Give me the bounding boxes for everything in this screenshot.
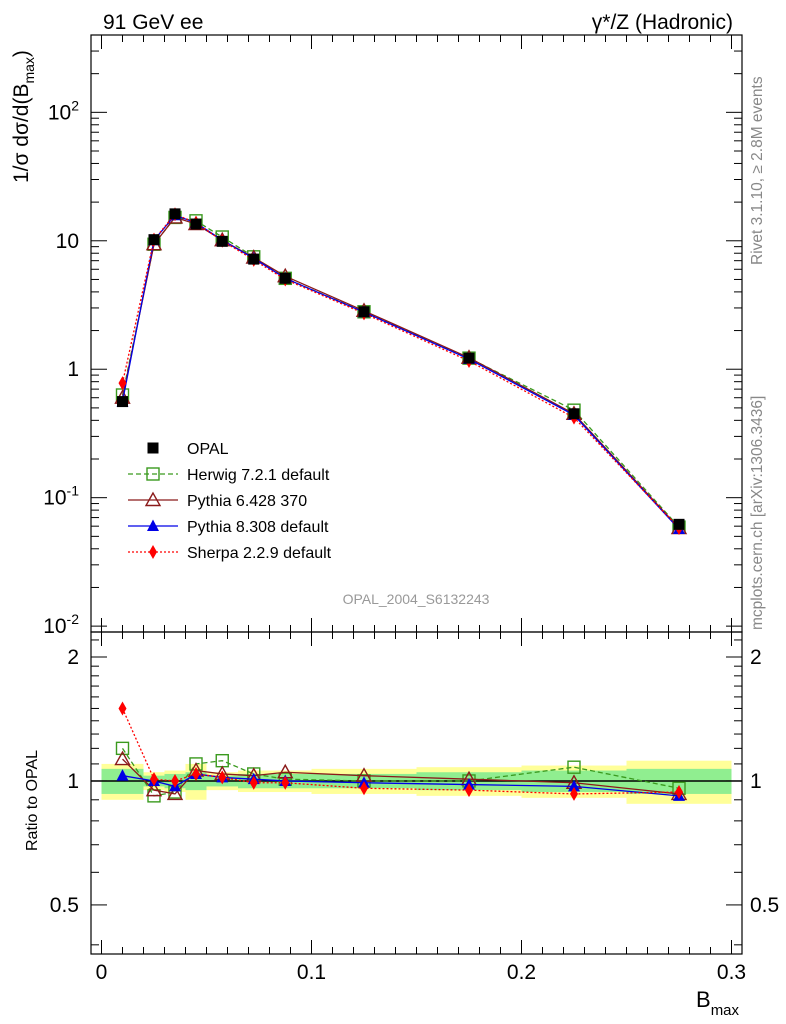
main-plot-series [114, 207, 688, 536]
axes: 0 0.1 0.2 0.3 10-2 10-1 1 10 102 0.5 0.5 1 1 2 2 [43, 34, 779, 984]
mcplots-label: mcplots.cern.ch [arXiv:1306.3436] [749, 396, 766, 630]
ratio-series-point-3 [360, 781, 368, 796]
x-tick-label: 0.1 [297, 961, 326, 984]
main-series-point-3 [118, 376, 127, 391]
ratio-series-point-0 [215, 753, 229, 768]
data-point-opal [673, 518, 685, 530]
x-tick-label: 0.2 [507, 961, 536, 984]
ratio-series-point-0 [115, 741, 130, 756]
legend-label-0: Herwig 7.2.1 default [187, 467, 330, 484]
data-point-opal [248, 253, 260, 265]
ratio-series-point-3 [675, 785, 683, 800]
data-point-opal [148, 234, 160, 246]
ratio-series-point-0 [567, 760, 581, 774]
main-y-tick-label: 10-1 [43, 483, 79, 510]
ratio-series-point-3 [171, 773, 179, 788]
legend-marker-2 [147, 519, 159, 531]
main-y-tick-label: 10 [56, 230, 79, 253]
rivet-version-label: Rivet 3.1.10, ≥ 2.8M events [749, 76, 766, 265]
x-axis-title: Bmax [696, 987, 740, 1019]
main-y-tick-label: 102 [48, 97, 79, 124]
legend: OPAL Herwig 7.2.1 default Pythia 6.428 370… [128, 441, 332, 562]
main-y-axis-title: 1/σ dσ/d(Bmax) [10, 50, 37, 183]
legend-marker-0 [146, 467, 160, 481]
ratio-y-tick-label-left: 1 [67, 770, 79, 793]
ratio-series-line-0 [121, 747, 680, 797]
data-point-opal [117, 396, 128, 408]
legend-marker-opal [147, 442, 159, 454]
ratio-series-point-3 [570, 786, 578, 801]
ratio-series-point-3 [281, 775, 290, 790]
energy-label: 91 GeV ee [103, 11, 203, 34]
data-point-opal [358, 306, 370, 318]
ratio-series-point-1 [114, 750, 131, 766]
data-point-opal [169, 208, 181, 220]
legend-marker-3 [149, 545, 157, 559]
ratio-series-point-1 [166, 785, 184, 801]
main-y-tick-label: 10-2 [43, 611, 79, 638]
x-tick-label: 0 [96, 961, 108, 984]
ratio-y-tick-label-left: 0.5 [50, 894, 79, 917]
x-tick-label: 0.3 [717, 961, 746, 984]
ratio-series-point-2 [568, 779, 580, 792]
ratio-y-tick-label-right: 0.5 [750, 894, 779, 917]
data-point-opal [190, 218, 202, 230]
legend-label-1: Pythia 6.428 370 [187, 493, 307, 510]
main-y-tick-label: 1 [67, 358, 79, 381]
analysis-id-label: OPAL_2004_S6132243 [343, 591, 490, 607]
data-point-opal [216, 235, 228, 247]
process-label: γ*/Z (Hadronic) [592, 11, 733, 34]
ratio-series-point-3 [192, 766, 200, 781]
legend-marker-1 [144, 491, 162, 507]
ratio-series-line-3 [121, 708, 680, 795]
ratio-series-point-2 [116, 769, 129, 781]
data-point-opal [463, 352, 475, 364]
legend-label-3: Sherpa 2.2.9 default [187, 545, 332, 562]
data-point-opal [279, 272, 291, 284]
data-point-opal [568, 408, 580, 420]
ratio-series-point-3 [249, 775, 258, 790]
legend-label-opal: OPAL [187, 441, 229, 458]
ratio-plot-series [114, 701, 688, 803]
main-series-line-3 [121, 213, 680, 529]
legend-label-2: Pythia 8.308 default [187, 519, 329, 536]
ratio-y-axis-title: Ratio to OPAL [24, 750, 41, 851]
ratio-series-point-3 [150, 772, 158, 787]
ratio-y-tick-label-left: 2 [67, 646, 79, 669]
ratio-series-point-3 [118, 701, 127, 716]
ratio-y-tick-label-right: 2 [750, 646, 762, 669]
ratio-y-tick-label-right: 1 [750, 770, 762, 793]
ratio-series-point-1 [145, 781, 163, 797]
ratio-series-point-3 [218, 770, 227, 785]
ratio-series-point-3 [465, 783, 473, 798]
